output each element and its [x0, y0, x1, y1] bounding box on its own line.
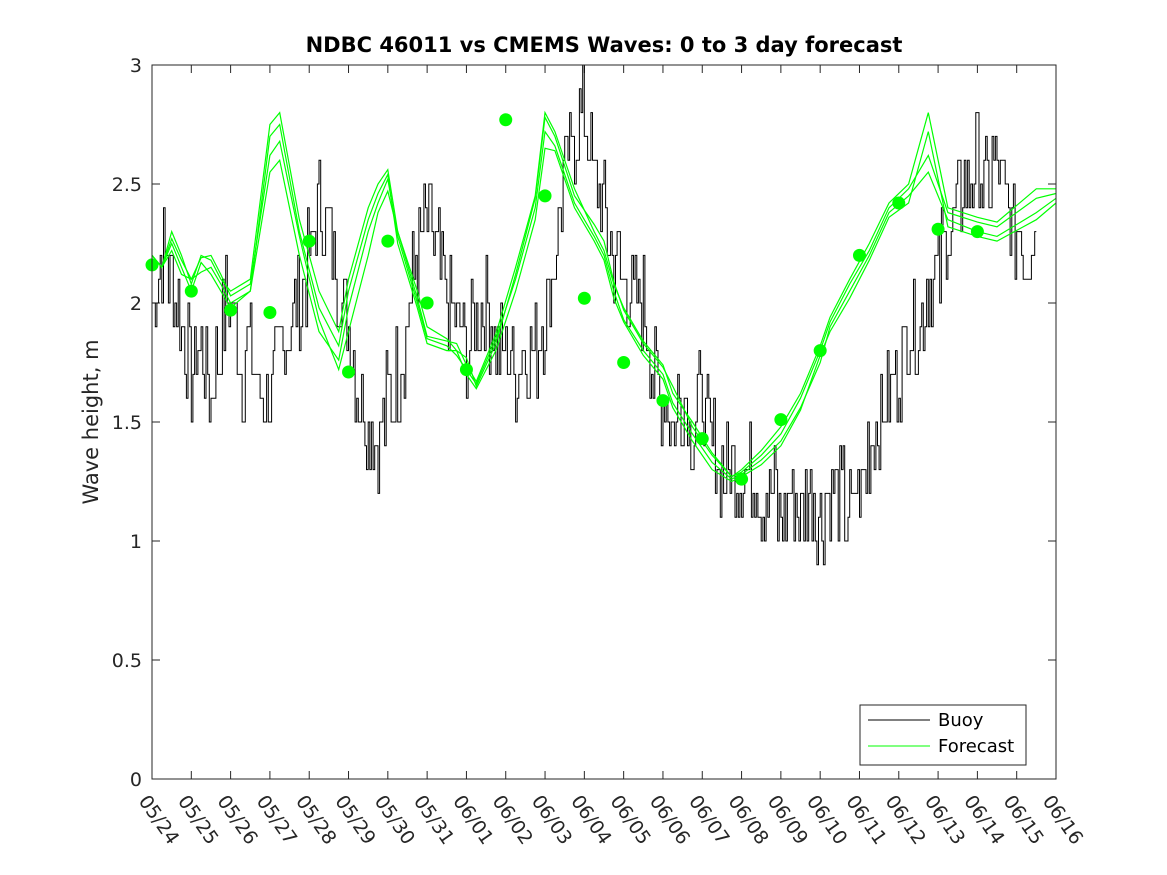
forecast-daily-point [656, 394, 670, 408]
forecast-daily-point [224, 303, 238, 317]
y-axis-label: Wave height, m [79, 339, 103, 504]
forecast-daily-point [892, 196, 906, 210]
y-tick-label: 0 [130, 769, 142, 791]
forecast-daily-point [970, 225, 984, 239]
forecast-daily-point [695, 432, 709, 446]
forecast-daily-point [302, 234, 316, 248]
forecast-daily-point [931, 222, 945, 236]
legend: Buoy Forecast [859, 704, 1027, 766]
forecast-daily-point [499, 113, 513, 127]
y-tick-label: 2.5 [112, 174, 142, 196]
y-axis-ticks: 0 0.5 1 1.5 2 2.5 3 [112, 55, 1056, 791]
plot-frame [151, 64, 1057, 780]
forecast-daily-point [342, 365, 356, 379]
forecast-daily-point [852, 248, 866, 262]
forecast-daily-point [774, 413, 788, 427]
y-tick-label: 2 [130, 293, 142, 315]
forecast-daily-point [735, 472, 749, 486]
legend-box [859, 704, 1027, 766]
forecast-daily-point [459, 363, 473, 377]
chart-title: NDBC 46011 vs CMEMS Waves: 0 to 3 day fo… [306, 33, 903, 57]
forecast-daily-point [184, 284, 198, 298]
forecast-daily-point [381, 234, 395, 248]
forecast-run-line-4 [151, 110, 1056, 478]
forecast-run-line-3 [151, 123, 1057, 483]
forecast-daily-point [617, 356, 631, 369]
forecast-daily-point [577, 291, 591, 305]
legend-label-forecast: Forecast [938, 736, 1014, 757]
forecast-daily-point [263, 306, 277, 320]
buoy-series-line [152, 64, 1037, 566]
series-layer [145, 64, 1057, 566]
y-tick-label: 1.5 [112, 412, 142, 434]
forecast-daily-point [420, 296, 434, 310]
forecast-daily-point [538, 189, 552, 203]
y-tick-label: 1 [130, 531, 142, 553]
forecast-daily-point [813, 344, 827, 358]
forecast-run-line-2 [151, 129, 1057, 480]
y-tick-label: 3 [130, 55, 142, 77]
y-tick-label: 0.5 [112, 650, 142, 672]
legend-label-buoy: Buoy [938, 710, 984, 731]
